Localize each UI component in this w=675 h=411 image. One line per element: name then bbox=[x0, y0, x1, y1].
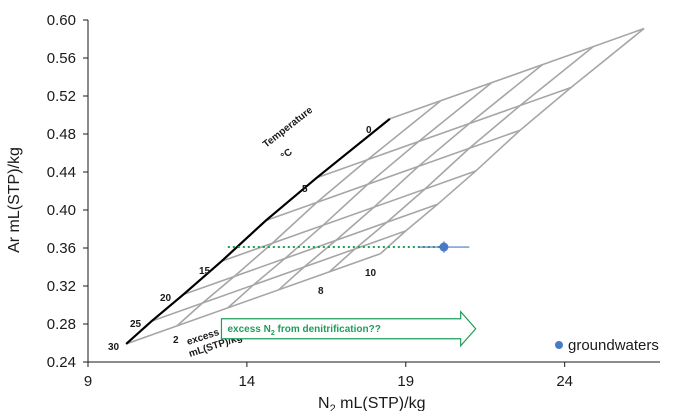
x-tick-label: 9 bbox=[84, 373, 92, 390]
y-tick-label: 0.28 bbox=[47, 316, 76, 333]
legend-label: groundwaters bbox=[568, 337, 659, 354]
diagram-mesh bbox=[125, 27, 645, 345]
data-points bbox=[439, 242, 449, 252]
temp-label-25: 25 bbox=[130, 319, 142, 330]
mesh-excess-air-line bbox=[183, 203, 438, 296]
temp-label-0: 0 bbox=[366, 125, 372, 136]
equilibrium-curve bbox=[125, 117, 391, 345]
temperature-unit-label: °C bbox=[279, 147, 295, 163]
y-tick-label: 0.44 bbox=[47, 164, 76, 181]
y-axis-title: Ar mL(STP)/kg bbox=[6, 147, 23, 253]
temp-label-30: 30 bbox=[108, 342, 120, 353]
x-tick-label: 24 bbox=[556, 373, 573, 390]
mesh-excess-air-line bbox=[316, 86, 572, 179]
y-ticks: 0.24 0.28 0.32 0.36 0.40 0.44 0.48 0.52 0.56 0.60 bbox=[47, 12, 88, 371]
mesh-excess-air-line bbox=[389, 27, 645, 120]
y-tick-label: 0.48 bbox=[47, 126, 76, 143]
y-tick-label: 0.36 bbox=[47, 240, 76, 257]
legend-marker bbox=[555, 341, 563, 349]
y-tick-label: 0.24 bbox=[47, 354, 76, 371]
mesh-excess-air-line bbox=[125, 252, 381, 345]
excess-air-label-10: 10 bbox=[365, 268, 377, 279]
denitrification-arrow-label: excess N2 from denitrification?? bbox=[227, 324, 380, 337]
temp-label-5: 5 bbox=[302, 184, 308, 195]
mesh-temperature-line bbox=[227, 82, 493, 309]
mesh-excess-air-line bbox=[265, 129, 521, 222]
excess-air-label-8: 8 bbox=[318, 286, 324, 297]
temperature-axis-title: Temperature bbox=[261, 105, 315, 151]
temp-label-20: 20 bbox=[160, 293, 172, 304]
denitrification-arrow bbox=[220, 310, 477, 348]
temp-label-15: 15 bbox=[199, 266, 211, 277]
mesh-temperature-line bbox=[176, 100, 442, 327]
y-tick-label: 0.52 bbox=[47, 88, 76, 105]
excess-air-label-2: 2 bbox=[173, 335, 179, 346]
y-tick-label: 0.32 bbox=[47, 278, 76, 295]
x-tick-label: 14 bbox=[239, 373, 256, 390]
equilibrium-line bbox=[125, 117, 391, 345]
mesh-excess-air-line bbox=[151, 230, 407, 322]
y-tick-label: 0.40 bbox=[47, 202, 76, 219]
x-axis-title: N2 mL(STP)/kg bbox=[318, 395, 425, 411]
groundwater-point bbox=[439, 242, 449, 252]
x-ticks: 9 14 19 24 bbox=[84, 362, 573, 390]
y-tick-label: 0.56 bbox=[47, 50, 76, 67]
x-tick-label: 19 bbox=[397, 373, 414, 390]
y-tick-label: 0.60 bbox=[47, 12, 76, 29]
